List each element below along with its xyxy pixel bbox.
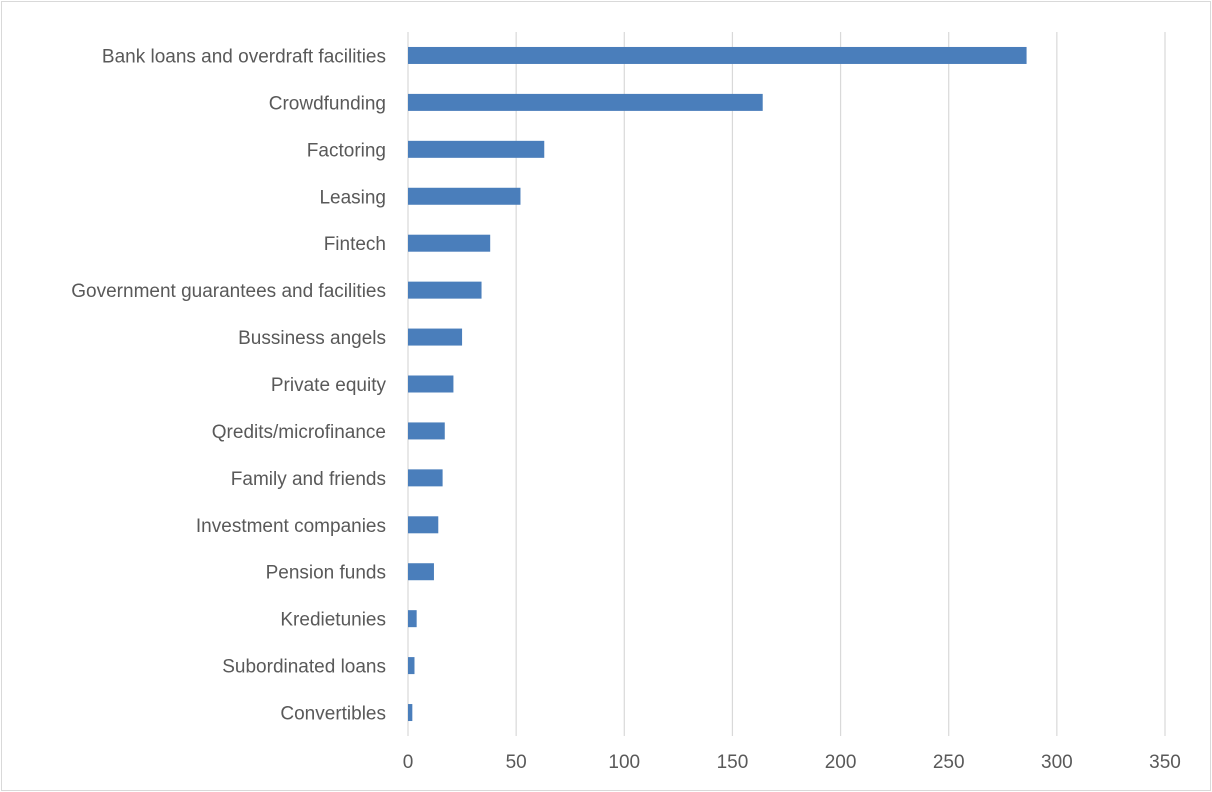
bar (408, 93, 763, 111)
category-label: Pension funds (266, 563, 386, 584)
category-label: Crowdfunding (269, 93, 386, 114)
x-tick-label: 300 (1041, 752, 1073, 773)
category-label: Private equity (271, 375, 387, 396)
bar (408, 281, 482, 299)
category-label: Subordinated loans (222, 657, 386, 678)
category-label: Bussiness angels (238, 328, 386, 349)
x-tick-label: 200 (825, 752, 857, 773)
category-label: Kredietunies (280, 610, 386, 631)
bar (408, 375, 454, 393)
bar (408, 563, 434, 581)
category-label: Family and friends (231, 469, 386, 490)
bar (408, 234, 491, 252)
category-label: Qredits/microfinance (212, 422, 386, 443)
x-tick-label: 350 (1149, 752, 1181, 773)
x-tick-label: 250 (933, 752, 965, 773)
bar (408, 516, 439, 534)
bar (408, 610, 417, 628)
x-tick-label: 100 (608, 752, 640, 773)
category-label: Bank loans and overdraft facilities (102, 46, 386, 67)
category-labels: Bank loans and overdraft facilities Crowd… (71, 46, 386, 724)
category-label: Government guarantees and facilities (71, 281, 386, 302)
bar (408, 46, 1027, 64)
gridlines (407, 32, 1166, 736)
x-tick-label: 50 (506, 752, 527, 773)
category-label: Investment companies (196, 516, 386, 537)
x-axis-tick-labels: 0 50 100 150 200 250 300 350 (403, 752, 1181, 773)
bar (408, 187, 521, 205)
bar (408, 469, 443, 487)
category-label: Leasing (319, 187, 386, 208)
bar (408, 657, 415, 675)
bar (408, 704, 413, 722)
bar (408, 140, 545, 158)
bar (408, 422, 445, 440)
category-label: Convertibles (280, 704, 386, 725)
bars (408, 46, 1027, 722)
category-label: Fintech (324, 234, 386, 255)
category-label: Factoring (307, 140, 386, 161)
bar (408, 328, 463, 346)
x-tick-label: 150 (717, 752, 749, 773)
x-tick-label: 0 (403, 752, 414, 773)
